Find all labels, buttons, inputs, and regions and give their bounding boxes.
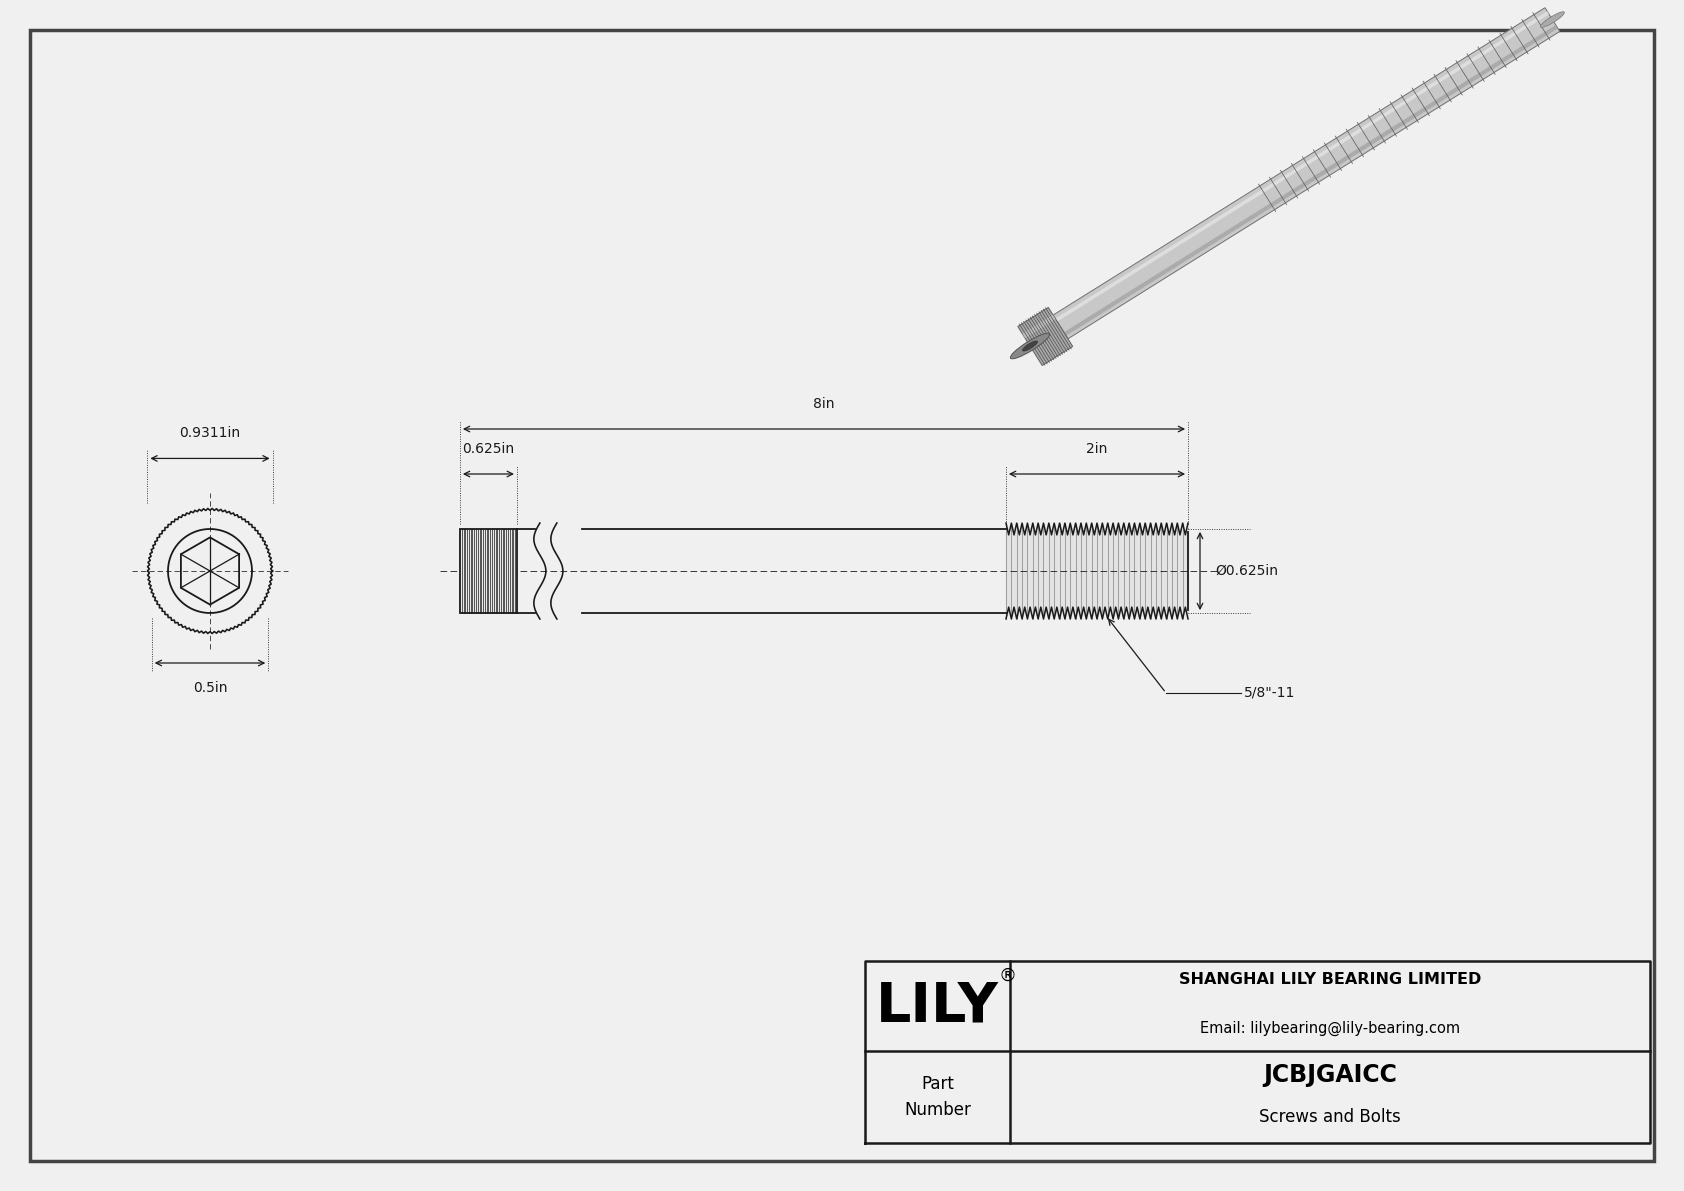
- Text: 8in: 8in: [813, 397, 835, 411]
- Text: LILY: LILY: [876, 979, 999, 1033]
- Ellipse shape: [1022, 341, 1037, 351]
- Bar: [460, 529, 517, 613]
- Polygon shape: [1022, 314, 1056, 338]
- Text: 5/8"-11: 5/8"-11: [1244, 686, 1295, 700]
- Text: Part
Number: Part Number: [904, 1074, 972, 1120]
- Text: JCBJGAICC: JCBJGAICC: [1263, 1064, 1398, 1087]
- Polygon shape: [1056, 11, 1549, 322]
- Polygon shape: [1017, 307, 1073, 366]
- Ellipse shape: [1010, 333, 1049, 358]
- Text: 2in: 2in: [1086, 442, 1108, 456]
- Text: ®: ®: [999, 967, 1017, 985]
- Polygon shape: [1052, 7, 1559, 338]
- Text: 0.9311in: 0.9311in: [180, 426, 241, 441]
- Ellipse shape: [1541, 12, 1564, 27]
- Text: Screws and Bolts: Screws and Bolts: [1260, 1108, 1401, 1125]
- Text: Ø0.625in: Ø0.625in: [1214, 565, 1278, 578]
- Text: Email: lilybearing@lily-bearing.com: Email: lilybearing@lily-bearing.com: [1201, 1021, 1460, 1036]
- Text: 0.5in: 0.5in: [192, 681, 227, 696]
- Text: SHANGHAI LILY BEARING LIMITED: SHANGHAI LILY BEARING LIMITED: [1179, 972, 1482, 986]
- Polygon shape: [1064, 25, 1558, 336]
- Text: 0.625in: 0.625in: [463, 442, 515, 456]
